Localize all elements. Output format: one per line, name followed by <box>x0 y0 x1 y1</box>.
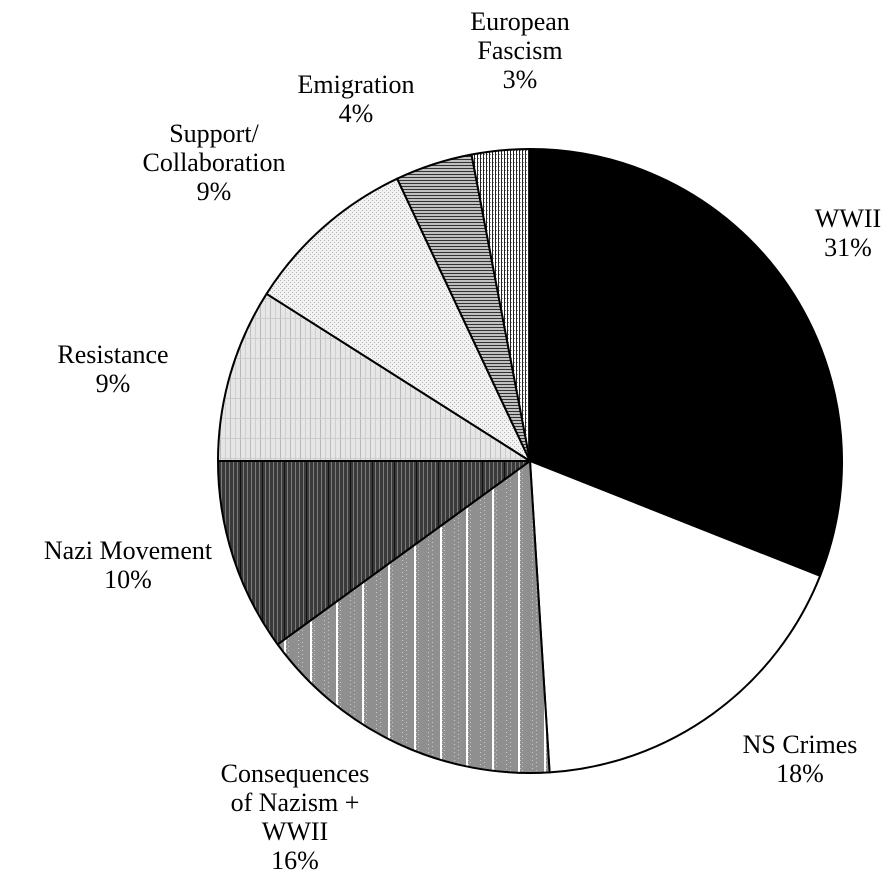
pie-slice-resistance <box>217 292 531 462</box>
slice-percent: 4% <box>339 99 374 128</box>
pie-labels: WWII 31%NS Crimes 18%Consequences of Nazism… <box>44 7 881 875</box>
pie-slices <box>217 148 843 774</box>
slice-percent: 31% <box>824 233 872 262</box>
slice-label-emigration: Emigration 4% <box>298 70 415 128</box>
slice-percent: 18% <box>776 759 824 788</box>
pie-slice-ns-crimes <box>529 460 822 774</box>
slice-label-resistance: Resistance 9% <box>57 340 168 398</box>
slice-label-line: Nazi Movement <box>44 536 213 565</box>
slice-label-line: European <box>470 7 570 36</box>
pie-slice-european-fascism <box>470 148 531 462</box>
pie-slice-nazi-movement <box>217 460 531 646</box>
slice-label-consequences-of-nazism-wwii: Consequences of Nazism + WWII 16% <box>221 759 370 875</box>
pie-slice-support-collaboration <box>265 177 531 462</box>
slice-percent: 9% <box>96 369 131 398</box>
pie-slice-wwii <box>529 148 843 577</box>
slice-label-line: WWII <box>815 204 881 233</box>
slice-label-line: Support/ <box>169 119 259 148</box>
slice-percent: 10% <box>104 565 152 594</box>
slice-label-european-fascism: European Fascism 3% <box>470 7 570 94</box>
slice-percent: 16% <box>271 846 319 875</box>
slice-label-ns-crimes: NS Crimes 18% <box>743 730 858 788</box>
slice-percent: 9% <box>197 177 232 206</box>
slice-label-line: WWII <box>262 817 328 846</box>
slice-label-support-collaboration: Support/Collaboration 9% <box>143 119 286 206</box>
slice-label-line: Collaboration <box>143 148 286 177</box>
slice-label-wwii: WWII 31% <box>815 204 881 262</box>
pie-slice-consequences-of-nazism-wwii <box>276 460 551 774</box>
slice-label-line: Consequences <box>221 759 370 788</box>
slice-label-line: NS Crimes <box>743 730 858 759</box>
slice-label-line: of Nazism + <box>231 788 360 817</box>
slice-label-line: Resistance <box>57 340 168 369</box>
slice-percent: 3% <box>503 65 538 94</box>
slice-label-line: Emigration <box>298 70 415 99</box>
slice-label-line: Fascism <box>477 36 562 65</box>
slice-label-nazi-movement: Nazi Movement 10% <box>44 536 213 594</box>
